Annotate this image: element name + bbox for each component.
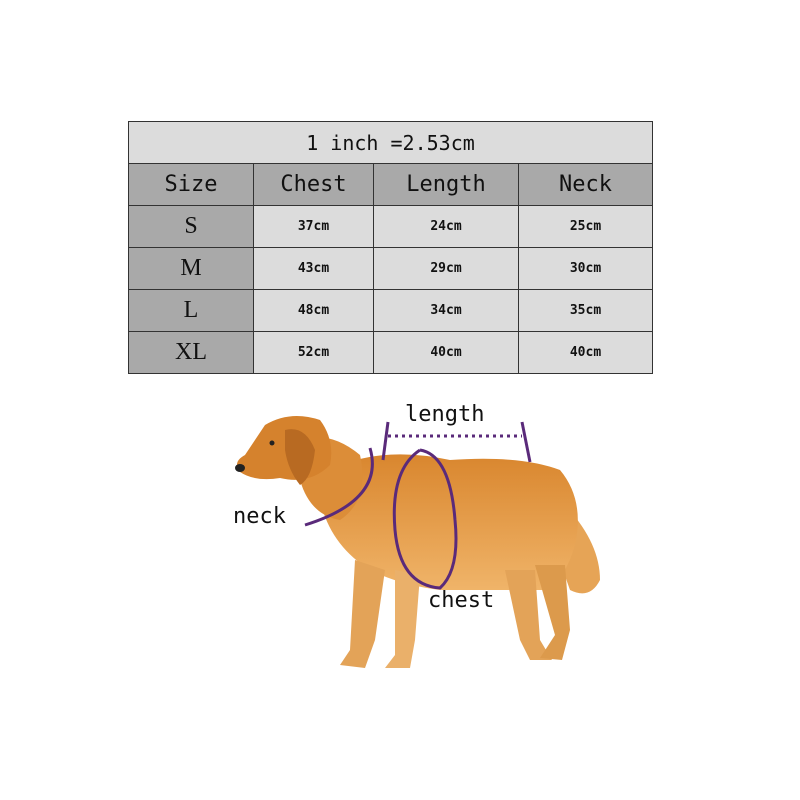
neck-label: neck: [233, 504, 286, 529]
header-chest: Chest: [253, 163, 374, 206]
unit-conversion-title: 1 inch =2.53cm: [128, 121, 653, 164]
chest-cell: 48cm: [253, 289, 374, 332]
table-row: L 48cm 34cm 35cm: [128, 289, 653, 332]
header-neck: Neck: [518, 163, 653, 206]
table-row: XL 52cm 40cm 40cm: [128, 331, 653, 374]
table-row: M 43cm 29cm 30cm: [128, 247, 653, 290]
chest-label: chest: [428, 588, 495, 613]
neck-cell: 25cm: [518, 205, 653, 248]
table-row: S 37cm 24cm 25cm: [128, 205, 653, 248]
chest-cell: 43cm: [253, 247, 374, 290]
size-cell: S: [128, 205, 254, 248]
length-cell: 29cm: [373, 247, 519, 290]
length-cell: 24cm: [373, 205, 519, 248]
size-cell: XL: [128, 331, 254, 374]
neck-cell: 30cm: [518, 247, 653, 290]
neck-cell: 40cm: [518, 331, 653, 374]
neck-curve: [304, 447, 374, 527]
neck-cell: 35cm: [518, 289, 653, 332]
size-cell: L: [128, 289, 254, 332]
measurement-lines: [304, 421, 532, 590]
dog-illustration: [235, 416, 600, 668]
dog-body: [235, 416, 600, 668]
length-cell: 40cm: [373, 331, 519, 374]
chest-cell: 37cm: [253, 205, 374, 248]
size-cell: M: [128, 247, 254, 290]
header-size: Size: [128, 163, 254, 206]
length-label: length: [405, 402, 485, 427]
chest-cell: 52cm: [253, 331, 374, 374]
size-chart-table: 1 inch =2.53cm Size Chest Length Neck S …: [128, 121, 653, 374]
length-cell: 34cm: [373, 289, 519, 332]
length-start-tick: [381, 421, 390, 461]
length-end-tick: [520, 421, 532, 463]
header-length: Length: [373, 163, 519, 206]
chest-ellipse: [392, 448, 458, 590]
